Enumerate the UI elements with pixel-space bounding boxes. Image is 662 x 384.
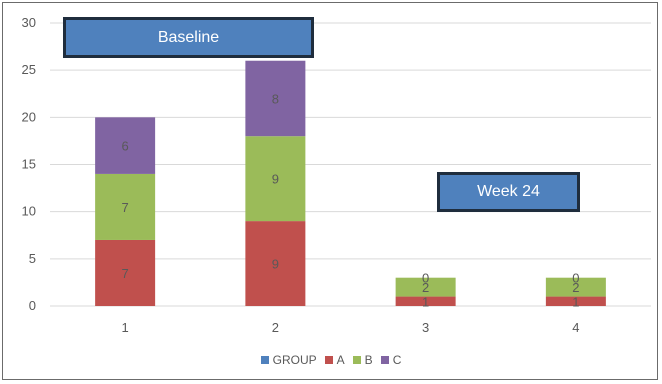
x-tick-label: 4 bbox=[572, 320, 579, 335]
y-tick-label: 10 bbox=[22, 204, 36, 219]
bar-segment-c-1 bbox=[95, 117, 156, 174]
data-label: 9 bbox=[272, 172, 279, 187]
x-tick-label: 2 bbox=[272, 320, 279, 335]
bar-segment-a-3 bbox=[395, 296, 456, 306]
data-label: 2 bbox=[572, 280, 579, 295]
bar-segment-a-4 bbox=[545, 296, 606, 306]
data-label: 0 bbox=[422, 271, 429, 286]
legend-label: A bbox=[336, 353, 345, 367]
data-label: 1 bbox=[572, 294, 579, 309]
baseline-callout: Baseline bbox=[63, 17, 314, 58]
legend-item-a: A bbox=[324, 353, 345, 367]
data-label: 0 bbox=[572, 271, 579, 286]
bar-segment-c-2 bbox=[245, 60, 306, 137]
legend-swatch bbox=[324, 356, 333, 364]
bar-segment-a-1 bbox=[95, 239, 156, 306]
bar-segment-b-4 bbox=[545, 277, 606, 297]
y-tick-label: 0 bbox=[29, 298, 36, 313]
data-label: 2 bbox=[422, 280, 429, 295]
x-tick-label: 1 bbox=[122, 320, 129, 335]
bar-segment-b-2 bbox=[245, 136, 306, 222]
x-tick-label: 3 bbox=[422, 320, 429, 335]
legend-item-group: GROUP bbox=[260, 353, 317, 367]
bar-segment-b-1 bbox=[95, 173, 156, 240]
y-tick-label: 5 bbox=[29, 251, 36, 266]
data-label: 9 bbox=[272, 257, 279, 272]
data-label: 8 bbox=[272, 91, 279, 106]
legend-label: B bbox=[364, 353, 373, 367]
legend-item-c: C bbox=[380, 353, 402, 367]
y-tick-label: 15 bbox=[22, 157, 36, 172]
bar-segment-a-2 bbox=[245, 221, 306, 306]
data-label: 7 bbox=[122, 266, 129, 281]
week24-callout: Week 24 bbox=[437, 172, 580, 212]
data-label: 7 bbox=[122, 200, 129, 215]
bar-segment-b-3 bbox=[395, 277, 456, 297]
y-tick-label: 30 bbox=[22, 15, 36, 30]
legend-label: GROUP bbox=[272, 353, 317, 367]
data-label: 6 bbox=[122, 139, 129, 154]
legend-swatch bbox=[352, 356, 361, 364]
legend: GROUP A B C bbox=[0, 353, 662, 367]
y-tick-label: 25 bbox=[22, 62, 36, 77]
legend-item-b: B bbox=[352, 353, 373, 367]
y-tick-label: 20 bbox=[22, 109, 36, 124]
legend-swatch bbox=[260, 356, 269, 364]
legend-swatch bbox=[380, 356, 389, 364]
legend-label: C bbox=[392, 353, 402, 367]
data-label: 1 bbox=[422, 294, 429, 309]
